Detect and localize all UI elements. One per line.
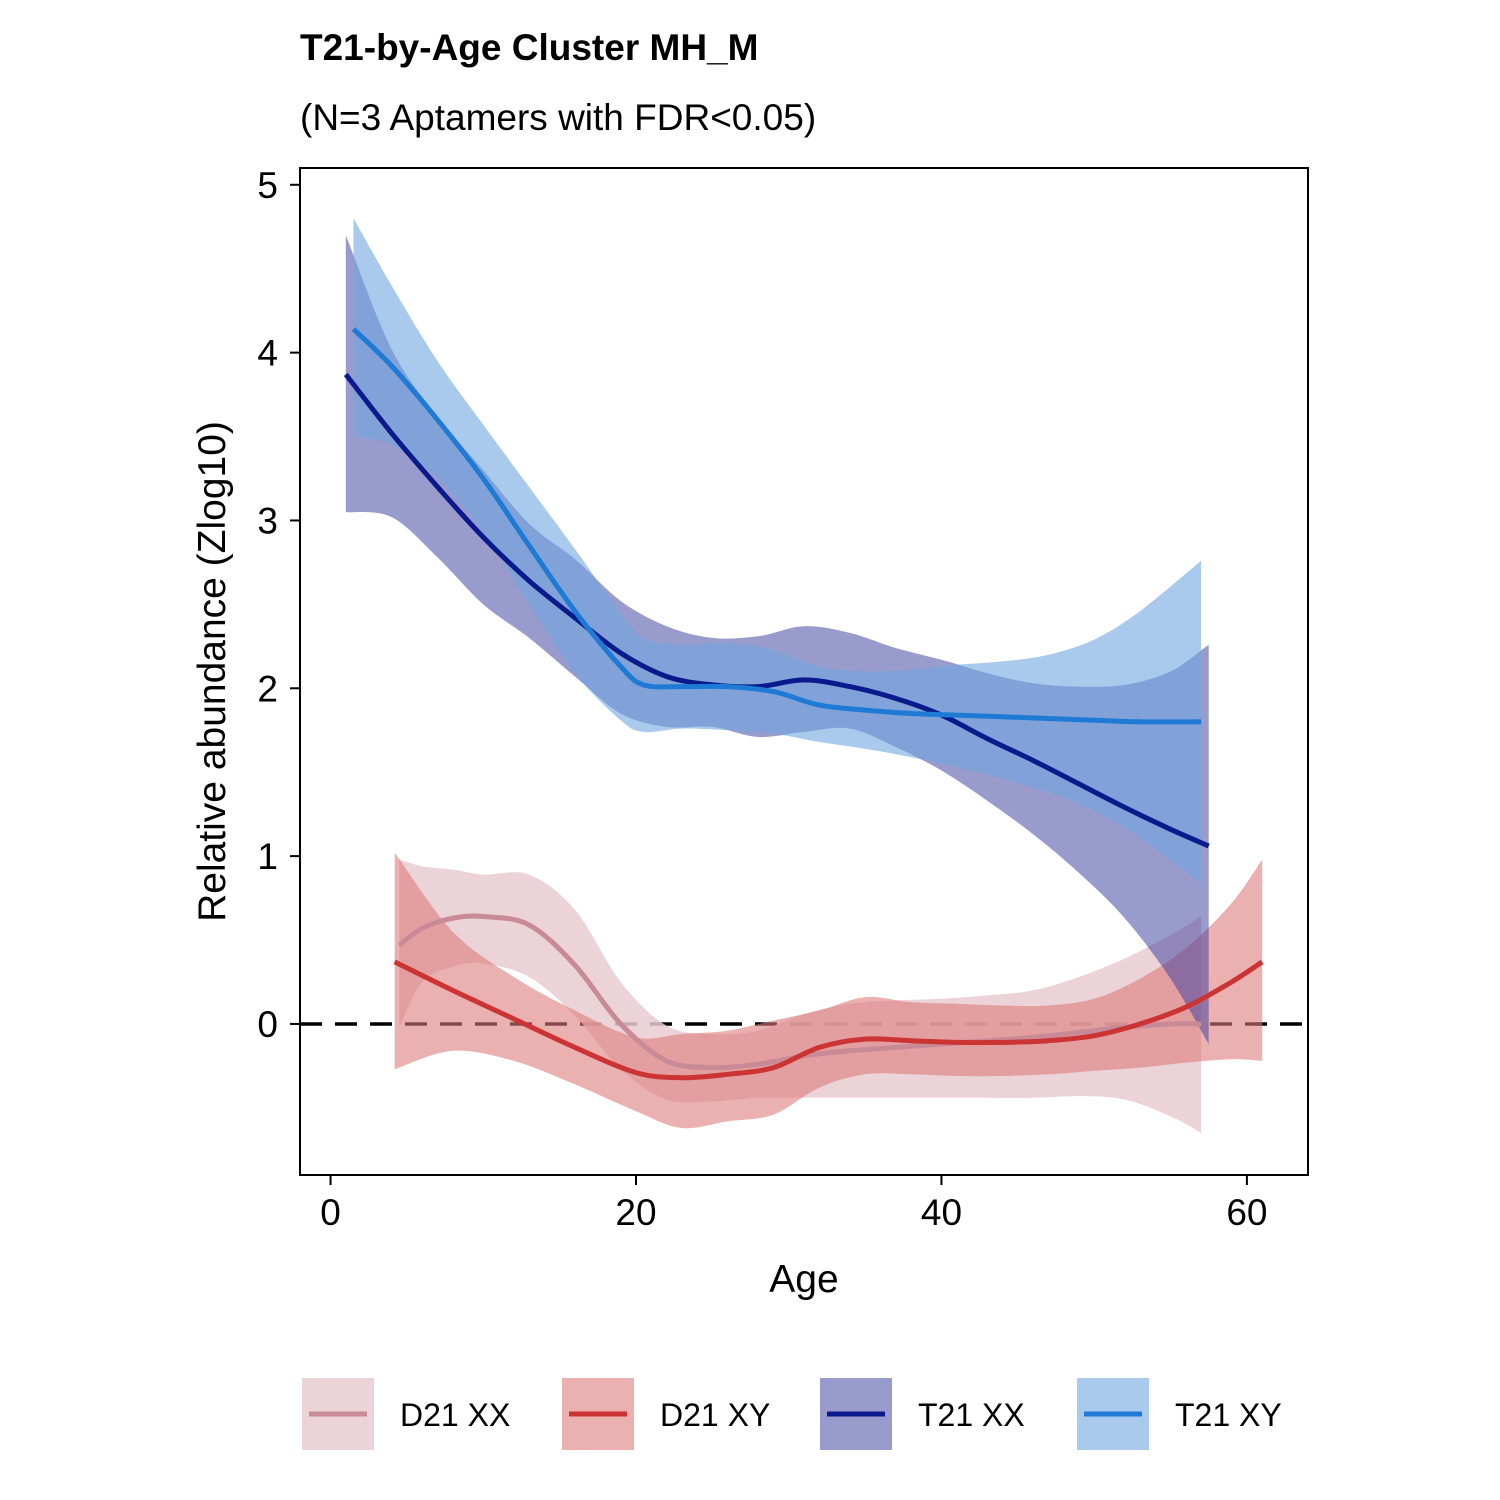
legend: D21 XX D21 XY T21 XX T21 XY — [302, 1378, 1282, 1450]
x-tick-label: 0 — [320, 1192, 341, 1233]
series-line-3 — [351, 327, 1202, 725]
legend-label: D21 XY — [660, 1397, 770, 1433]
legend-label: T21 XY — [1175, 1397, 1282, 1433]
panel-border — [299, 167, 1309, 1176]
legend-item-0: D21 XX — [302, 1378, 510, 1450]
legend-item-1: D21 XY — [562, 1378, 770, 1450]
y-axis-title: Relative abundance (Zlog10) — [191, 421, 234, 922]
y-tick-label: 3 — [257, 500, 278, 541]
confidence-band-2 — [345, 235, 1209, 1045]
axes: 0 20 40 60 0 1 2 3 4 5 — [257, 165, 1309, 1233]
series-line-1 — [393, 959, 1264, 1081]
legend-label: T21 XX — [918, 1397, 1025, 1433]
y-tick-label: 5 — [257, 165, 278, 206]
y-tick-label: 0 — [257, 1004, 278, 1045]
series-group — [300, 218, 1308, 1133]
x-tick-label: 20 — [615, 1192, 656, 1233]
confidence-band-1 — [394, 852, 1263, 1129]
y-tick-label: 2 — [257, 668, 278, 709]
series-line-0 — [397, 913, 1202, 1071]
legend-label: D21 XX — [400, 1397, 510, 1433]
plot-area — [300, 218, 1308, 1133]
chart-subtitle: (N=3 Aptamers with FDR<0.05) — [300, 97, 816, 138]
series-line-2 — [343, 372, 1210, 849]
legend-item-3: T21 XY — [1077, 1378, 1282, 1450]
y-tick-label: 4 — [257, 333, 278, 374]
x-axis-title: Age — [769, 1258, 838, 1301]
x-tick-label: 60 — [1226, 1192, 1267, 1233]
y-tick-label: 1 — [257, 836, 278, 877]
x-tick-label: 40 — [921, 1192, 962, 1233]
chart-title: T21-by-Age Cluster MH_M — [300, 27, 758, 68]
legend-item-2: T21 XX — [820, 1378, 1025, 1450]
